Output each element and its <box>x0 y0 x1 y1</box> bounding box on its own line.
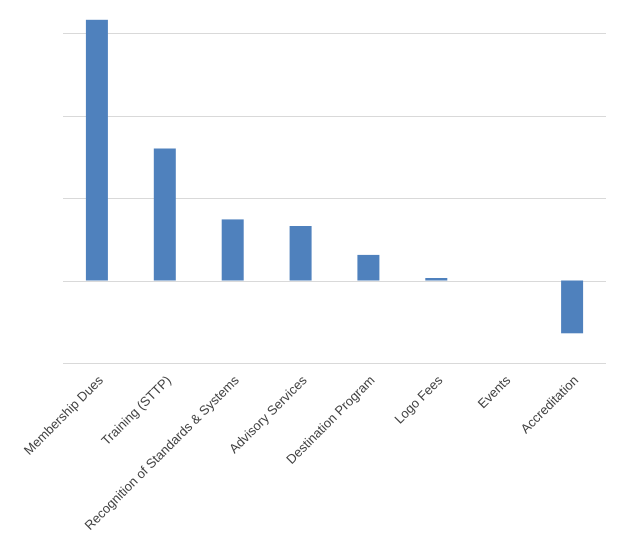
category-label: Events <box>475 372 514 411</box>
gridlines <box>63 33 606 364</box>
bar-membership-dues <box>85 19 108 281</box>
bar-logo-fees <box>425 278 448 281</box>
category-label: Training (STTP) <box>98 373 174 449</box>
category-label: Logo Fees <box>391 372 445 426</box>
bars <box>85 19 584 334</box>
bar-advisory-services <box>289 226 312 281</box>
bar-accreditation <box>561 280 584 334</box>
bar-recognition-of-standards-systems <box>221 219 244 281</box>
category-label: Membership Dues <box>21 372 107 458</box>
category-label: Recognition of Standards & Systems <box>81 372 242 533</box>
bar-destination-program <box>357 254 380 281</box>
bar-training-sttp <box>153 148 176 281</box>
category-label: Accreditation <box>517 373 581 437</box>
